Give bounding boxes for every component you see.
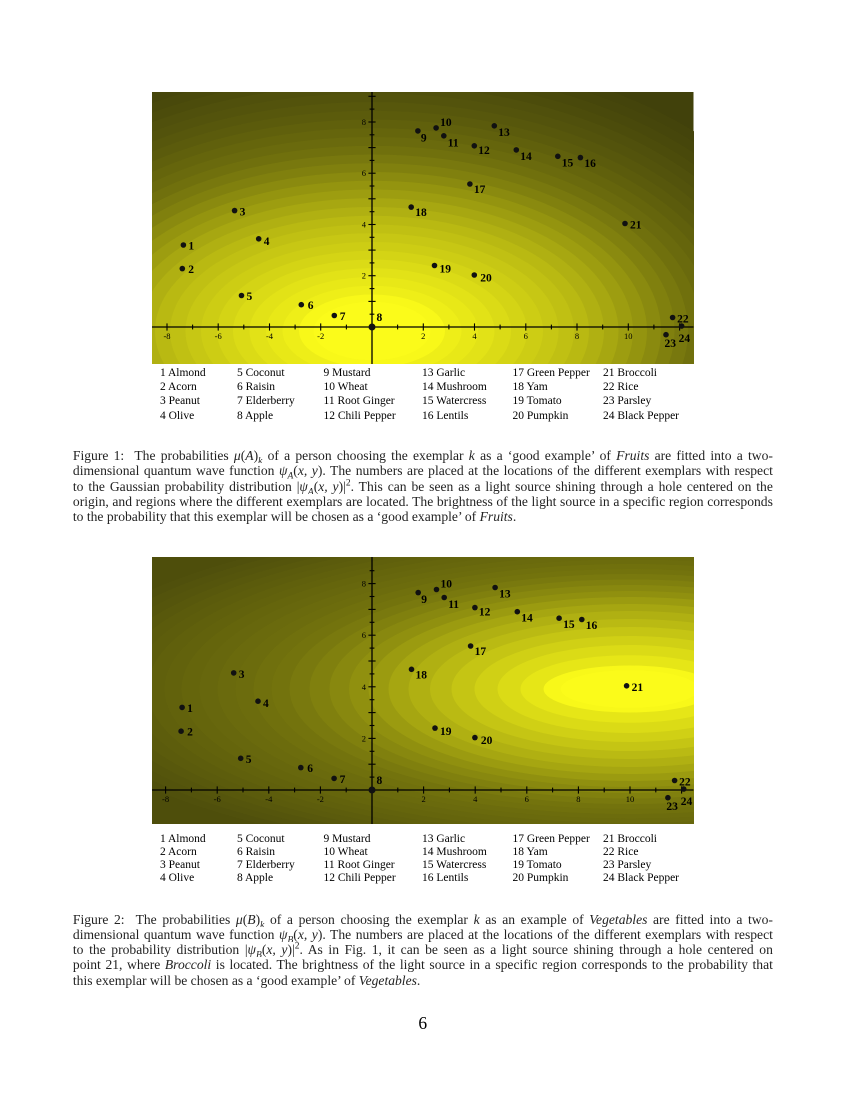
svg-text:2: 2 — [188, 264, 194, 276]
svg-text:8: 8 — [362, 578, 366, 588]
svg-text:8: 8 — [362, 117, 366, 127]
svg-text:2: 2 — [421, 331, 425, 341]
svg-text:15: 15 — [563, 619, 575, 631]
svg-text:1: 1 — [187, 702, 193, 714]
svg-text:2: 2 — [362, 733, 366, 743]
svg-text:23: 23 — [665, 338, 677, 350]
svg-text:2: 2 — [421, 794, 425, 804]
svg-text:2: 2 — [187, 726, 193, 738]
svg-text:3: 3 — [240, 207, 246, 219]
svg-text:4: 4 — [472, 331, 477, 341]
svg-text:13: 13 — [498, 127, 510, 139]
svg-text:4: 4 — [264, 236, 270, 248]
svg-text:14: 14 — [520, 151, 532, 163]
svg-text:24: 24 — [681, 796, 693, 808]
svg-text:5: 5 — [246, 753, 252, 765]
svg-text:4: 4 — [473, 794, 478, 804]
svg-text:12: 12 — [478, 145, 490, 157]
svg-text:13: 13 — [499, 588, 511, 600]
svg-text:-4: -4 — [265, 794, 273, 804]
svg-text:19: 19 — [440, 264, 452, 276]
svg-text:6: 6 — [307, 763, 313, 775]
svg-text:6: 6 — [308, 300, 314, 312]
svg-text:17: 17 — [475, 646, 487, 658]
svg-text:21: 21 — [630, 220, 642, 232]
svg-text:-2: -2 — [317, 794, 324, 804]
svg-text:18: 18 — [415, 207, 427, 219]
svg-text:6: 6 — [362, 168, 366, 178]
svg-text:19: 19 — [440, 726, 452, 738]
svg-text:17: 17 — [474, 184, 486, 196]
svg-text:8: 8 — [576, 794, 580, 804]
svg-text:15: 15 — [562, 157, 574, 169]
svg-text:10: 10 — [626, 794, 635, 804]
svg-text:14: 14 — [521, 612, 533, 624]
svg-text:12: 12 — [479, 606, 491, 618]
svg-text:3: 3 — [239, 668, 245, 680]
svg-text:22: 22 — [679, 776, 691, 788]
svg-text:8: 8 — [377, 312, 383, 324]
svg-text:4: 4 — [362, 220, 367, 230]
svg-text:18: 18 — [416, 669, 428, 681]
svg-text:6: 6 — [525, 794, 529, 804]
svg-text:7: 7 — [340, 773, 346, 785]
svg-text:22: 22 — [677, 314, 689, 326]
svg-text:16: 16 — [584, 158, 596, 170]
svg-text:11: 11 — [448, 137, 459, 149]
svg-text:16: 16 — [586, 620, 598, 632]
svg-text:5: 5 — [247, 291, 253, 303]
svg-text:20: 20 — [480, 273, 492, 285]
svg-text:20: 20 — [481, 735, 493, 747]
svg-text:-6: -6 — [214, 794, 221, 804]
svg-text:9: 9 — [421, 132, 427, 144]
svg-text:6: 6 — [362, 630, 366, 640]
svg-text:-8: -8 — [163, 331, 170, 341]
svg-text:10: 10 — [624, 331, 633, 341]
svg-text:24: 24 — [679, 333, 691, 345]
svg-text:9: 9 — [421, 594, 427, 606]
svg-text:23: 23 — [666, 801, 678, 813]
svg-text:-8: -8 — [162, 794, 169, 804]
svg-text:4: 4 — [263, 698, 269, 710]
svg-text:4: 4 — [362, 681, 367, 691]
svg-text:2: 2 — [362, 271, 366, 281]
svg-text:10: 10 — [440, 117, 452, 129]
svg-text:6: 6 — [524, 331, 528, 341]
svg-text:-6: -6 — [215, 331, 222, 341]
svg-text:10: 10 — [441, 578, 453, 590]
svg-text:8: 8 — [377, 775, 383, 787]
svg-text:1: 1 — [188, 241, 194, 253]
svg-text:8: 8 — [575, 331, 579, 341]
svg-text:11: 11 — [448, 599, 459, 611]
svg-text:7: 7 — [340, 311, 346, 323]
svg-text:21: 21 — [632, 681, 644, 693]
svg-text:-2: -2 — [317, 331, 324, 341]
svg-text:-4: -4 — [266, 331, 274, 341]
